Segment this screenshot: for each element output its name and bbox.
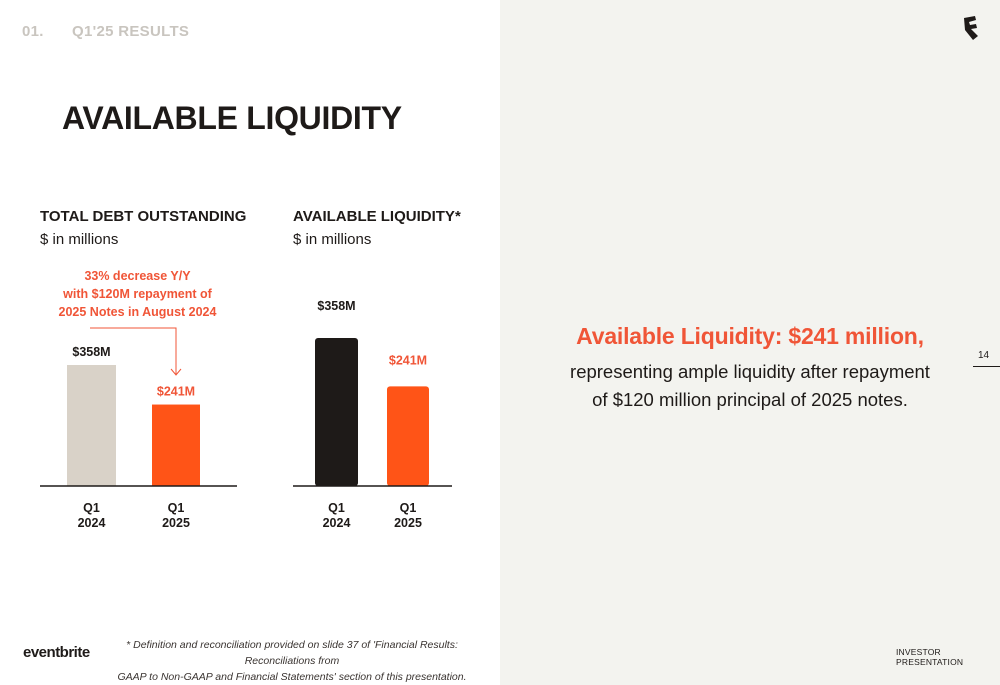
- debt-tick-label: 2024: [78, 516, 106, 530]
- footnote-line: GAAP to Non-GAAP and Financial Statement…: [117, 671, 467, 683]
- chart1-title: TOTAL DEBT OUTSTANDING: [40, 208, 247, 225]
- annotation-line: 33% decrease Y/Y: [84, 269, 191, 283]
- liquidity-data-label: $241M: [389, 353, 427, 367]
- debt-bar-2: [152, 404, 200, 486]
- footnote: * Definition and reconciliation provided…: [92, 637, 492, 685]
- right-panel: [500, 0, 1000, 685]
- liquidity-bar-2: [387, 386, 429, 486]
- liquidity-tick-label: Q1: [328, 501, 345, 515]
- liquidity-tick-label: 2024: [323, 516, 351, 530]
- callout-headline: Available Liquidity: $241 million,: [576, 323, 924, 349]
- footnote-line: * Definition and reconciliation provided…: [126, 639, 458, 667]
- page-title: AVAILABLE LIQUIDITY: [62, 100, 402, 136]
- bar-charts: $358MQ12024$241MQ12025$358MQ12024$241MQ1…: [40, 299, 452, 530]
- callout-body-line: of $120 million principal of 2025 notes.: [592, 389, 908, 410]
- footer-label: INVESTOR PRESENTATION: [896, 647, 964, 667]
- liquidity-bar-1: [315, 338, 358, 486]
- section-title: Q1'25 RESULTS: [72, 23, 190, 40]
- liquidity-tick-label: Q1: [400, 501, 417, 515]
- debt-decrease-annotation: 33% decrease Y/Y with $120M repayment of…: [50, 267, 225, 321]
- debt-data-label: $241M: [157, 385, 195, 399]
- annotation-arrowhead: [170, 368, 182, 376]
- debt-tick-label: Q1: [83, 501, 100, 515]
- annotation-connector: [90, 327, 177, 374]
- liquidity-callout: Available Liquidity: $241 million, repre…: [540, 323, 960, 414]
- callout-body-line: representing ample liquidity after repay…: [570, 361, 930, 382]
- annotation-line: 2025 Notes in August 2024: [58, 305, 217, 319]
- chart1-subtitle: $ in millions: [40, 231, 119, 248]
- annotation-line: with $120M repayment of: [63, 287, 212, 301]
- debt-tick-label: Q1: [168, 501, 185, 515]
- chart2-subtitle: $ in millions: [293, 231, 372, 248]
- debt-data-label: $358M: [72, 345, 110, 359]
- eventbrite-logo: eventbrite: [23, 644, 90, 661]
- page-number-rule: [973, 366, 1000, 367]
- callout-body: representing ample liquidity after repay…: [540, 358, 960, 414]
- liquidity-data-label: $358M: [317, 299, 355, 313]
- section-number: 01.: [22, 23, 44, 40]
- left-panel: [0, 0, 500, 685]
- eventbrite-mark-icon: [964, 16, 978, 40]
- debt-bar-1: [67, 365, 116, 486]
- debt-tick-label: 2025: [162, 516, 190, 530]
- page-number: 14: [978, 350, 990, 361]
- chart2-title: AVAILABLE LIQUIDITY*: [293, 208, 461, 225]
- liquidity-tick-label: 2025: [394, 516, 422, 530]
